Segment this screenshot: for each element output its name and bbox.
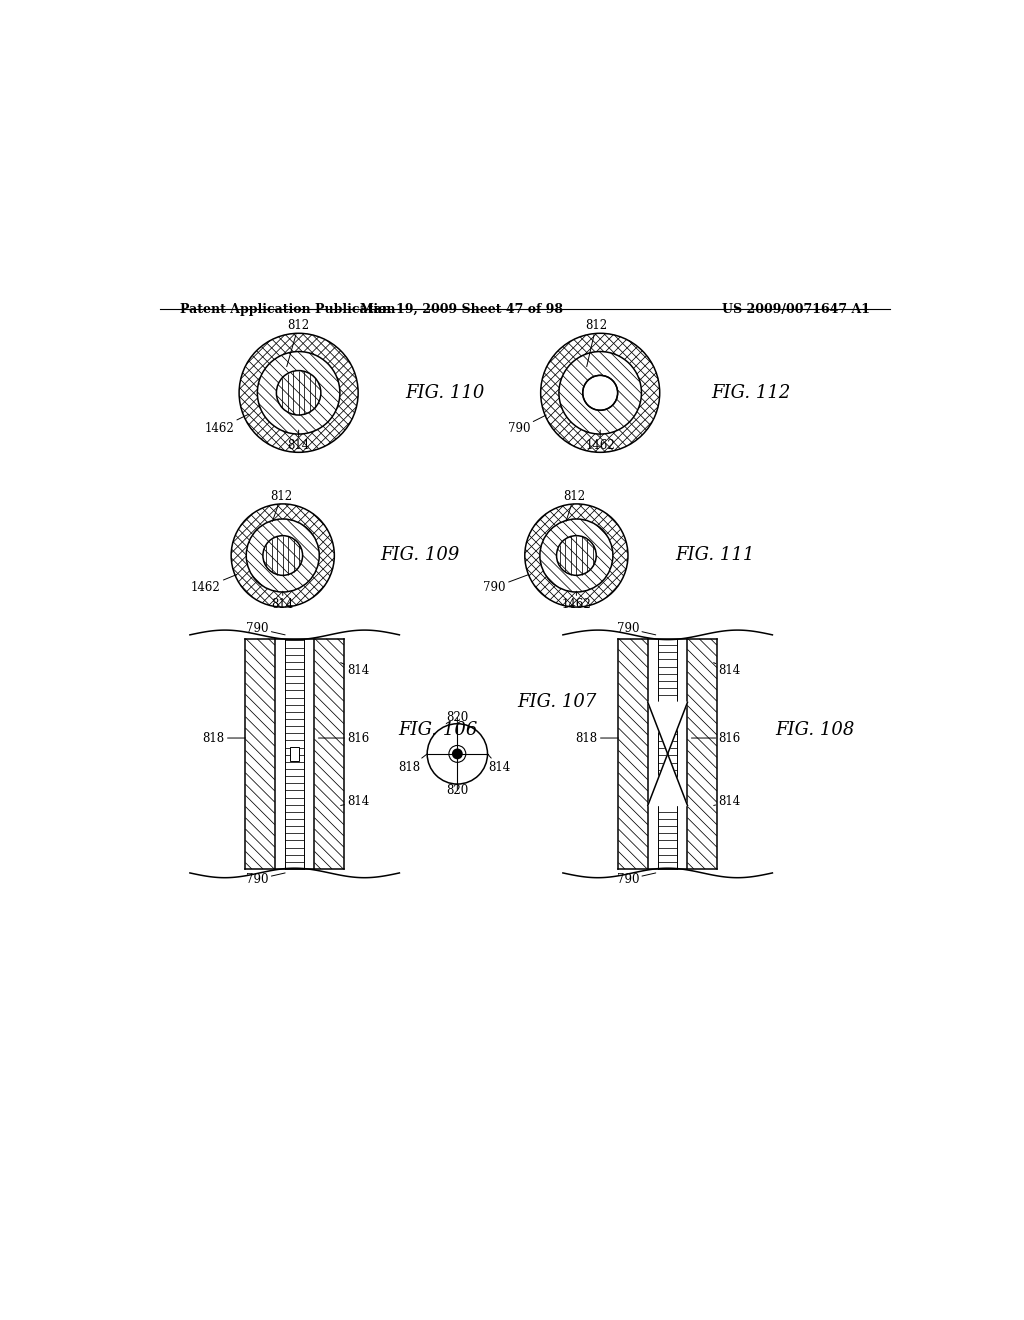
- Text: 1462: 1462: [561, 591, 591, 611]
- Text: 814: 814: [714, 795, 740, 808]
- Text: FIG. 110: FIG. 110: [406, 384, 485, 401]
- Text: FIG. 107: FIG. 107: [517, 693, 596, 711]
- Text: FIG. 109: FIG. 109: [380, 546, 460, 565]
- Text: Mar. 19, 2009 Sheet 47 of 98: Mar. 19, 2009 Sheet 47 of 98: [359, 304, 563, 315]
- Text: 820: 820: [446, 784, 468, 797]
- Text: 818: 818: [575, 731, 618, 744]
- Text: 1462: 1462: [205, 414, 249, 436]
- Text: 812: 812: [585, 319, 607, 367]
- Text: US 2009/0071647 A1: US 2009/0071647 A1: [722, 304, 870, 315]
- Text: FIG. 112: FIG. 112: [712, 384, 791, 401]
- Text: 790: 790: [246, 622, 285, 635]
- Text: 1462: 1462: [190, 574, 237, 594]
- Text: 812: 812: [563, 490, 585, 521]
- Text: 790: 790: [508, 414, 546, 436]
- Polygon shape: [648, 754, 687, 805]
- Text: 812: 812: [270, 490, 292, 521]
- Bar: [291, 747, 299, 762]
- Text: 812: 812: [287, 319, 309, 367]
- Circle shape: [452, 748, 463, 759]
- Text: 814: 814: [714, 663, 740, 677]
- Text: 1462: 1462: [586, 430, 615, 453]
- Text: 814: 814: [288, 430, 309, 453]
- Text: 790: 790: [616, 873, 655, 886]
- Text: 816: 816: [691, 731, 740, 744]
- Text: 820: 820: [446, 711, 468, 723]
- Text: 814: 814: [487, 754, 511, 774]
- Text: FIG. 108: FIG. 108: [775, 721, 854, 739]
- Text: Patent Application Publication: Patent Application Publication: [179, 304, 395, 315]
- Text: 816: 816: [318, 731, 370, 744]
- Text: FIG. 111: FIG. 111: [676, 546, 755, 565]
- Text: 818: 818: [398, 754, 427, 774]
- Text: 814: 814: [341, 663, 370, 677]
- Text: 790: 790: [616, 622, 655, 635]
- Text: 790: 790: [483, 574, 528, 594]
- Text: 814: 814: [271, 591, 294, 611]
- Polygon shape: [648, 702, 687, 754]
- Text: 818: 818: [203, 731, 246, 744]
- Text: 814: 814: [341, 795, 370, 808]
- Circle shape: [583, 375, 617, 411]
- Text: FIG. 106: FIG. 106: [397, 721, 477, 739]
- Text: 790: 790: [246, 873, 285, 886]
